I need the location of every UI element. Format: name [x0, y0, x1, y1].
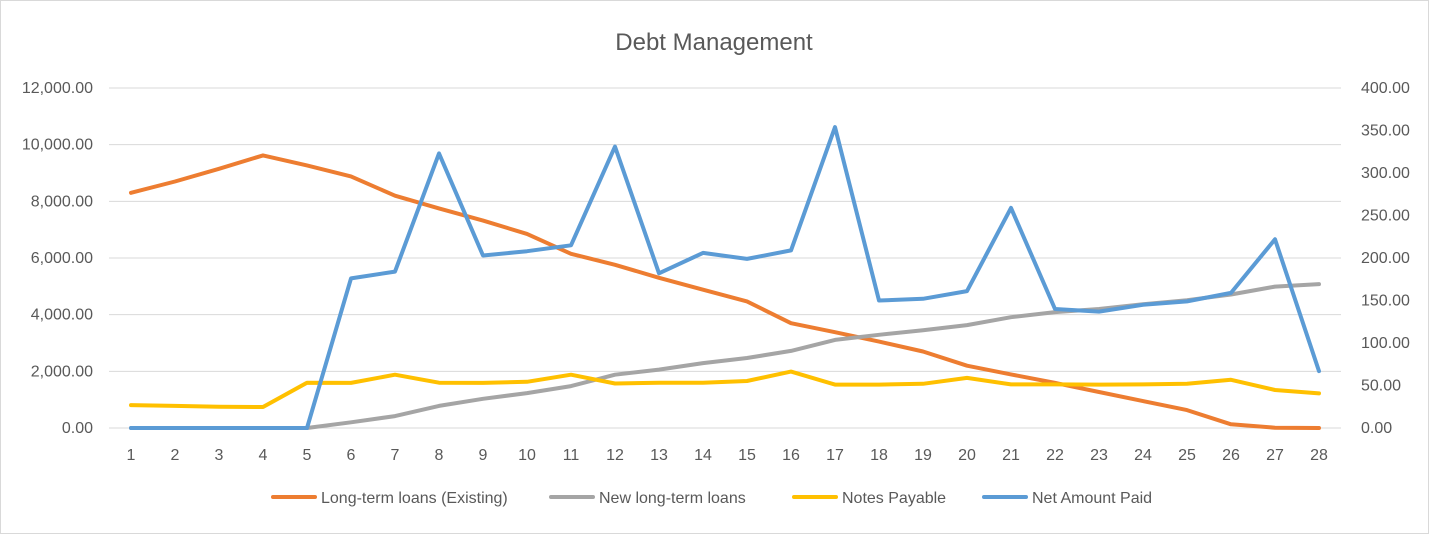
secondary-axis-tick-label: 200.00 — [1361, 250, 1410, 267]
x-axis-tick-label: 28 — [1310, 447, 1328, 464]
secondary-axis-tick-label: 100.00 — [1361, 335, 1410, 352]
x-axis-tick-label: 25 — [1178, 447, 1196, 464]
primary-axis-tick-label: 12,000.00 — [22, 80, 93, 97]
gridlines — [109, 87, 1341, 429]
secondary-axis-tick-label: 250.00 — [1361, 208, 1410, 225]
legend-label: Net Amount Paid — [1032, 490, 1152, 507]
x-axis-tick-label: 18 — [870, 447, 888, 464]
primary-axis-tick-label: 2,000.00 — [31, 363, 93, 380]
series-line-long-term-loans-existing — [129, 153, 1321, 430]
legend-item: Net Amount Paid — [982, 490, 1152, 507]
x-axis-tick-label: 3 — [215, 447, 224, 464]
x-axis-tick-label: 10 — [518, 447, 536, 464]
legend-label: Notes Payable — [842, 490, 946, 507]
x-axis-tick-label: 19 — [914, 447, 932, 464]
x-axis-tick-label: 23 — [1090, 447, 1108, 464]
x-axis-tick-label: 26 — [1222, 447, 1240, 464]
x-axis-tick-label: 2 — [171, 447, 180, 464]
secondary-axis-tick-label: 300.00 — [1361, 165, 1410, 182]
x-axis-tick-label: 4 — [259, 447, 268, 464]
x-axis-tick-label: 6 — [347, 447, 356, 464]
x-axis-tick-label: 12 — [606, 447, 624, 464]
x-axis-tick-label: 15 — [738, 447, 756, 464]
x-axis-tick-label: 27 — [1266, 447, 1284, 464]
primary-axis-tick-label: 6,000.00 — [31, 250, 93, 267]
legend-item: Long-term loans (Existing) — [271, 490, 508, 507]
series-lines — [129, 125, 1321, 430]
primary-axis-tick-label: 10,000.00 — [22, 137, 93, 154]
secondary-axis-tick-label: 350.00 — [1361, 123, 1410, 140]
series-line-notes-payable — [129, 369, 1321, 409]
x-axis-tick-label: 1 — [127, 447, 136, 464]
x-axis-tick-label: 5 — [303, 447, 312, 464]
x-axis-tick-label: 22 — [1046, 447, 1064, 464]
primary-axis-ticks: 0.00 2,000.00 4,000.00 6,000.00 8,000.00 10,0… — [22, 80, 93, 437]
x-axis-tick-label: 13 — [650, 447, 668, 464]
secondary-axis-tick-label: 50.00 — [1361, 378, 1401, 395]
legend-item: Notes Payable — [792, 490, 946, 507]
x-axis-tick-label: 9 — [479, 447, 488, 464]
x-axis-tick-label: 16 — [782, 447, 800, 464]
x-axis-tick-label: 17 — [826, 447, 844, 464]
legend-label: Long-term loans (Existing) — [321, 490, 508, 507]
legend: Long-term loans (Existing) New long-term … — [271, 490, 1152, 507]
primary-axis-tick-label: 8,000.00 — [31, 193, 93, 210]
x-axis-tick-label: 8 — [435, 447, 444, 464]
x-axis-ticks: 1 2 3 4 5 6 7 8 9 10 11 12 13 14 15 16 17 18 19 20 21 22 23 24 2… — [127, 447, 1328, 464]
x-axis-tick-label: 21 — [1002, 447, 1020, 464]
secondary-axis-ticks: 0.00 50.00 100.00 150.00 200.00 250.00 300.00 3… — [1361, 80, 1410, 437]
secondary-axis-tick-label: 400.00 — [1361, 80, 1410, 97]
x-axis-tick-label: 24 — [1134, 447, 1152, 464]
legend-label: New long-term loans — [599, 490, 746, 507]
x-axis-tick-label: 11 — [563, 447, 580, 464]
series-line-net-amount-paid — [129, 125, 1321, 430]
x-axis-tick-label: 7 — [391, 447, 400, 464]
primary-axis-tick-label: 4,000.00 — [31, 307, 93, 324]
x-axis-tick-label: 20 — [958, 447, 976, 464]
secondary-axis-tick-label: 150.00 — [1361, 293, 1410, 310]
legend-item: New long-term loans — [549, 490, 746, 507]
chart-title: Debt Management — [615, 29, 813, 56]
secondary-axis-tick-label: 0.00 — [1361, 420, 1392, 437]
x-axis-tick-label: 14 — [694, 447, 712, 464]
primary-axis-tick-label: 0.00 — [62, 420, 93, 437]
